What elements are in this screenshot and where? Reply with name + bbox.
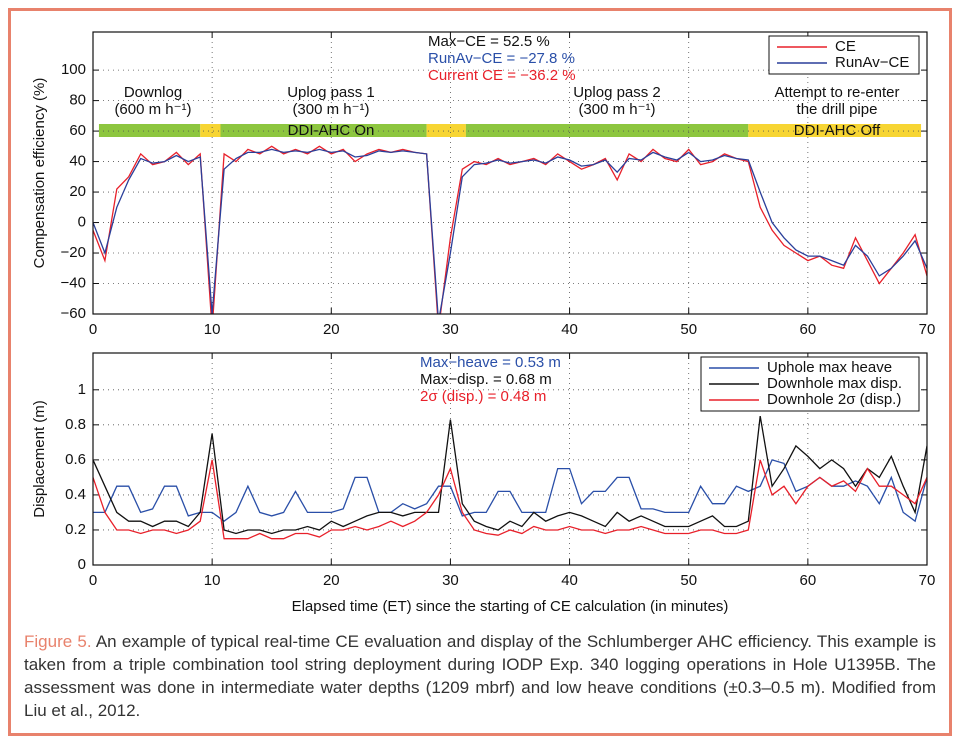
- y-tick-label: 0: [78, 214, 86, 231]
- series-line: [93, 459, 927, 523]
- x-tick-label: 20: [323, 572, 340, 589]
- status-label: DDI-AHC On: [288, 122, 375, 139]
- y-tick-label: 0.6: [65, 451, 86, 468]
- series-line: [93, 459, 927, 540]
- y-tick-label: 0: [78, 556, 86, 573]
- caption-text: An example of typical real-time CE evalu…: [24, 632, 936, 720]
- y-tick-label: −60: [61, 305, 86, 322]
- x-tick-label: 30: [442, 572, 459, 589]
- y-tick-label: 60: [69, 122, 86, 139]
- stat-text: Max−disp. = 0.68 m: [420, 371, 552, 388]
- caption-label: Figure 5.: [24, 632, 92, 651]
- y-tick-label: 40: [69, 153, 86, 170]
- stat-text: Max−heave = 0.53 m: [420, 354, 561, 371]
- x-tick-label: 20: [323, 321, 340, 338]
- x-tick-label: 40: [561, 321, 578, 338]
- x-tick-label: 0: [89, 321, 97, 338]
- series-line: [93, 148, 927, 314]
- phase-label: (600 m h⁻¹): [114, 101, 191, 118]
- x-tick-label: 50: [680, 321, 697, 338]
- caption: Figure 5. An example of typical real-tim…: [24, 630, 936, 722]
- y-tick-label: 0.2: [65, 521, 86, 538]
- x-tick-label: 60: [800, 572, 817, 589]
- x-tick-label: 40: [561, 572, 578, 589]
- y-axis-label: Displacement (m): [31, 400, 48, 518]
- status-bar: [465, 124, 749, 137]
- status-bar: [426, 124, 466, 137]
- figure-frame: [8, 8, 952, 736]
- y-tick-label: 20: [69, 183, 86, 200]
- y-tick-label: 0.8: [65, 416, 86, 433]
- y-tick-label: 0.4: [65, 486, 86, 503]
- x-tick-label: 10: [204, 572, 221, 589]
- status-bar: [98, 124, 201, 137]
- legend-box: [768, 35, 920, 75]
- legend-label: Downhole max disp.: [767, 375, 902, 392]
- y-tick-label: −40: [61, 274, 86, 291]
- y-tick-label: 1: [78, 381, 86, 398]
- series-line: [93, 415, 927, 535]
- stat-text: Current CE = −36.2 %: [428, 67, 576, 84]
- x-tick-label: 0: [89, 572, 97, 589]
- phase-label: Uplog pass 2: [573, 84, 661, 101]
- x-tick-label: 10: [204, 321, 221, 338]
- legend-label: CE: [835, 38, 856, 55]
- phase-label: Uplog pass 1: [287, 84, 375, 101]
- status-bar: [200, 124, 221, 137]
- plot-frame: [92, 352, 928, 566]
- phase-label: Attempt to re-enter: [774, 84, 899, 101]
- x-tick-label: 30: [442, 321, 459, 338]
- status-label: DDI-AHC Off: [794, 122, 881, 139]
- series-group: [93, 145, 927, 314]
- x-tick-label: 50: [680, 572, 697, 589]
- phase-label: (300 m h⁻¹): [578, 101, 655, 118]
- phase-label: the drill pipe: [797, 101, 878, 118]
- y-axis-label: Compensation efficiency (%): [31, 78, 48, 269]
- y-tick-label: −20: [61, 244, 86, 261]
- series-group: [93, 415, 927, 540]
- status-bar: [220, 124, 427, 137]
- x-tick-label: 70: [919, 321, 936, 338]
- phase-label: Downlog: [124, 84, 182, 101]
- legend-label: Downhole 2σ (disp.): [767, 391, 901, 408]
- series-line: [93, 145, 927, 314]
- y-tick-label: 80: [69, 92, 86, 109]
- x-tick-label: 70: [919, 572, 936, 589]
- plot-frame: [92, 31, 928, 315]
- x-axis-label: Elapsed time (ET) since the starting of …: [292, 598, 729, 615]
- stat-text: Max−CE = 52.5 %: [428, 33, 550, 50]
- x-tick-label: 60: [800, 321, 817, 338]
- phase-label: (300 m h⁻¹): [292, 101, 369, 118]
- stat-text: 2σ (disp.) = 0.48 m: [420, 388, 546, 405]
- stat-text: RunAv−CE = −27.8 %: [428, 50, 575, 67]
- legend-label: Uphole max heave: [767, 359, 892, 376]
- legend-label: RunAv−CE: [835, 54, 909, 71]
- status-bar: [748, 124, 922, 137]
- y-tick-label: 100: [61, 61, 86, 78]
